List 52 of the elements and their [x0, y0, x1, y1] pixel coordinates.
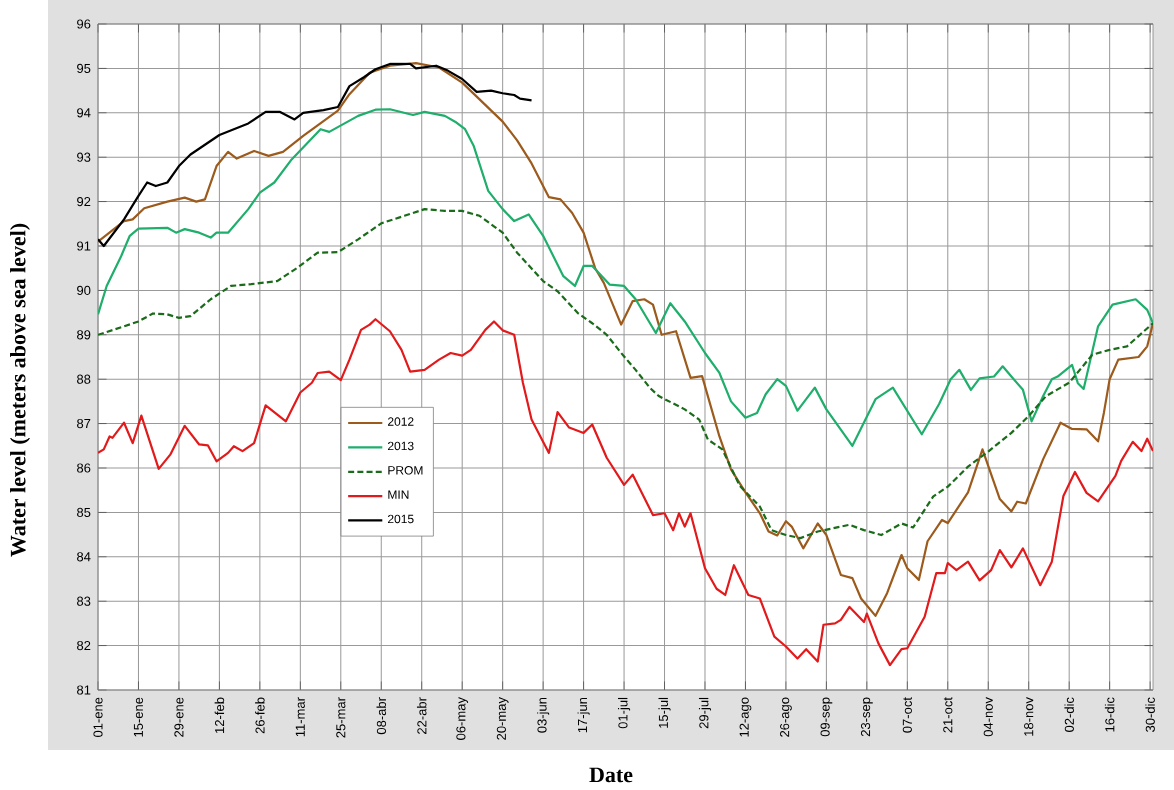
y-tick-label: 95 [77, 63, 91, 73]
x-tick-label: 08-abr [376, 697, 387, 735]
x-tick-label: 04-nov [983, 697, 993, 737]
y-tick-label: 87 [77, 419, 91, 429]
x-tick-label: 15-jul [658, 697, 671, 728]
x-axis-title: Date [589, 767, 633, 783]
y-tick-label: 93 [77, 152, 91, 162]
legend-label: 2015 [387, 514, 414, 524]
x-tick-label: 18-nov [1024, 697, 1034, 736]
x-tick-label: 30-dic [1145, 697, 1155, 732]
x-tick-label: 17-jun [577, 697, 590, 733]
y-tick-label: 90 [77, 285, 91, 295]
legend-label: PROM [388, 466, 423, 475]
x-tick-label: 01-jul [618, 697, 631, 729]
y-tick-label: 91 [77, 241, 91, 251]
y-axis-title: Water level (meters above sea level) [10, 223, 30, 557]
y-tick-label: 96 [77, 19, 91, 29]
y-tick-label: 85 [77, 507, 91, 517]
x-tick-label: 23-sep [860, 697, 873, 737]
x-tick-label: 12-feb [214, 697, 225, 733]
x-tick-label: 12-ago [739, 697, 752, 737]
x-tick-label: 16-dic [1104, 697, 1115, 732]
x-tick-label: 29-ene [174, 697, 184, 737]
x-tick-label: 07-oct [902, 697, 912, 733]
x-tick-label: 29-jul [698, 697, 712, 729]
x-tick-label: 22-abr [416, 697, 427, 734]
x-tick-label: 21-oct [943, 697, 953, 733]
y-tick-label: 86 [77, 463, 91, 473]
y-tick-label: 88 [77, 374, 91, 384]
y-tick-label: 92 [77, 197, 91, 207]
legend-label: MIN [388, 490, 409, 499]
y-tick-label: 82 [77, 641, 91, 651]
legend-label: 2013 [387, 441, 414, 451]
y-tick-label: 89 [77, 330, 91, 340]
x-tick-label: 11-mar [295, 697, 305, 737]
line-series [98, 318, 1153, 667]
x-tick-label: 01-ene [93, 697, 103, 738]
x-tick-label: 15-ene [133, 697, 143, 737]
x-tick-label: 26-feb [255, 697, 265, 734]
x-tick-label: 02-dic [1064, 697, 1074, 732]
x-tick-label: 26-ago [780, 697, 792, 737]
x-tick-label: 20-may [496, 697, 509, 740]
line-series [98, 208, 1153, 540]
y-tick-label: 83 [77, 596, 91, 606]
y-tick-label: 94 [77, 108, 91, 118]
x-tick-label: 09-sep [820, 697, 833, 737]
x-tick-label: 25-mar [336, 697, 346, 738]
x-tick-label: 06-may [456, 697, 469, 740]
x-tick-label: 03-jun [537, 697, 550, 733]
y-tick-label: 84 [77, 552, 91, 562]
y-tick-label: 81 [77, 685, 91, 695]
legend-label: 2012 [387, 417, 414, 426]
